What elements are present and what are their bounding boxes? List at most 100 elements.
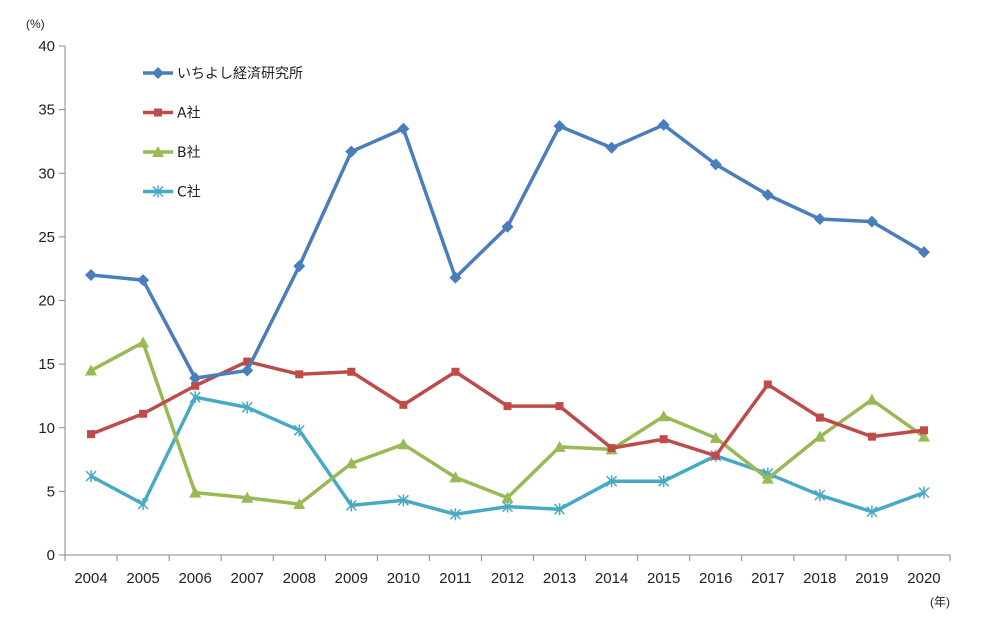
x-tick-label: 2007 <box>231 570 264 587</box>
y-tick-label: 35 <box>38 102 55 119</box>
x-tick-label: 2005 <box>126 570 159 587</box>
series-layer <box>85 118 930 521</box>
series-c-point <box>397 494 409 507</box>
x-tick-label: 2010 <box>387 570 420 587</box>
x-tick-label: 2016 <box>699 570 732 587</box>
series-c-point <box>137 498 149 511</box>
x-tick-label: 2015 <box>647 570 680 587</box>
y-axis-ticks: 0 5 10 15 20 25 30 35 40 <box>38 38 65 564</box>
legend-marker <box>154 108 162 117</box>
series-ichiyoshi-line <box>90 123 925 380</box>
series-ichiyoshi-point <box>865 215 878 228</box>
series-c-point <box>241 401 253 414</box>
series-b-line <box>90 340 925 506</box>
series-ichiyoshi <box>85 118 930 385</box>
series-c-point <box>554 503 566 516</box>
legend-marker <box>152 146 164 157</box>
x-tick-label: 2019 <box>855 570 888 587</box>
series-ichiyoshi-point <box>501 220 514 233</box>
x-tick-label: 2011 <box>439 570 471 587</box>
series-a-point <box>399 400 408 409</box>
series-a-point <box>347 367 356 376</box>
series-b-point <box>865 393 878 405</box>
series-ichiyoshi-point <box>241 364 254 377</box>
series-b-point <box>189 486 202 498</box>
series-ichiyoshi-point <box>189 372 202 385</box>
legend-label: B社 <box>177 145 201 161</box>
series-ichiyoshi-point <box>345 145 358 158</box>
series-ichiyoshi-point <box>137 274 150 287</box>
legend-b: B社 <box>143 145 201 161</box>
series-c-point <box>918 486 930 499</box>
series-b-point <box>709 431 722 443</box>
series-ichiyoshi-point <box>293 260 306 273</box>
x-tick-label: 2006 <box>178 570 211 587</box>
series-ichiyoshi-point <box>761 188 774 201</box>
series-a-point <box>555 402 564 411</box>
x-tick-label: 2004 <box>74 570 107 587</box>
series-b-point <box>345 457 358 469</box>
series-a-point <box>815 413 824 422</box>
x-unit-label: (年) <box>930 595 950 609</box>
series-b-point <box>85 364 98 376</box>
y-tick-label: 40 <box>38 38 55 55</box>
series-a-point <box>607 444 616 453</box>
series-b-point <box>917 430 930 442</box>
series-a-point <box>191 381 200 390</box>
series-b <box>85 336 930 510</box>
y-tick-label: 20 <box>38 293 55 310</box>
series-a-point <box>243 357 252 366</box>
series-b-point <box>813 430 826 442</box>
legend-marker <box>152 185 164 198</box>
legend-label: C社 <box>177 185 201 201</box>
series-b-point <box>137 336 150 348</box>
series-b-point <box>449 471 462 483</box>
series-ichiyoshi-point <box>449 271 462 284</box>
series-ichiyoshi-point <box>85 269 98 282</box>
series-b-point <box>657 410 670 422</box>
legend: いちよし経済研究所 A社 B社 C社 <box>143 66 303 201</box>
series-a-point <box>711 451 720 460</box>
x-axis-ticks: 2004 2005 2006 2007 2008 2009 2010 2011 2012 2013… <box>64 555 951 587</box>
x-tick-label: 2013 <box>543 570 576 587</box>
y-tick-label: 5 <box>47 483 55 500</box>
series-a-point <box>139 409 148 418</box>
series-c-point <box>606 475 618 488</box>
series-a-point <box>295 370 304 379</box>
series-c-point <box>85 470 97 483</box>
x-tick-label: 2009 <box>335 570 368 587</box>
y-tick-label: 0 <box>47 547 55 564</box>
series-ichiyoshi-point <box>553 120 566 133</box>
series-a-point <box>659 435 668 444</box>
series-c-point <box>866 505 878 518</box>
legend-ichiyoshi: いちよし経済研究所 <box>143 66 303 82</box>
y-unit-label: (%) <box>26 17 45 31</box>
series-ichiyoshi-point <box>813 213 826 226</box>
x-tick-label: 2012 <box>491 570 524 587</box>
series-a-point <box>867 432 876 441</box>
series-b-point <box>293 498 306 510</box>
x-tick-label: 2020 <box>907 570 940 587</box>
y-tick-label: 15 <box>38 356 55 373</box>
series-a-point <box>503 402 512 411</box>
series-c-point <box>189 391 201 404</box>
y-tick-label: 25 <box>38 229 55 246</box>
x-tick-label: 2008 <box>283 570 316 587</box>
y-tick-label: 30 <box>38 165 55 182</box>
series-ichiyoshi-point <box>657 118 670 131</box>
legend-label: A社 <box>177 106 201 122</box>
series-ichiyoshi-point <box>917 246 930 259</box>
series-a <box>87 357 928 460</box>
series-c-point <box>449 508 461 521</box>
legend-marker <box>152 67 164 79</box>
series-c-point <box>658 475 670 488</box>
series-b-point <box>553 440 566 452</box>
series-a-point <box>919 426 928 435</box>
x-tick-label: 2017 <box>751 570 784 587</box>
series-a-point <box>451 367 460 376</box>
legend-label: いちよし経済研究所 <box>177 66 303 82</box>
series-c-point <box>345 499 357 512</box>
y-tick-label: 10 <box>38 420 55 437</box>
series-b-point <box>241 491 254 503</box>
